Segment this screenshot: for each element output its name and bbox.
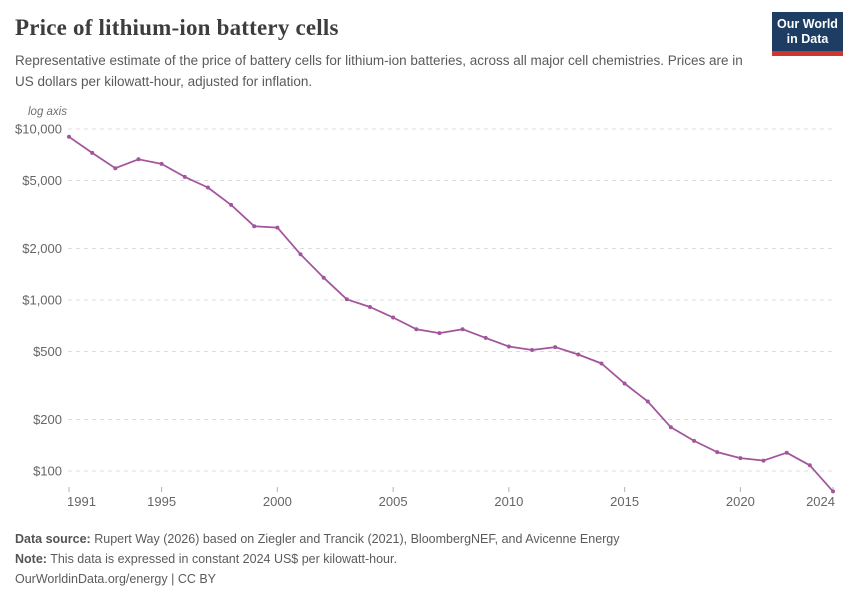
data-point xyxy=(715,450,720,455)
data-source-label: Data source: xyxy=(15,532,91,546)
note-line: Note: This data is expressed in constant… xyxy=(15,549,835,569)
data-point xyxy=(506,344,511,349)
x-tick-label: 2024 xyxy=(806,494,835,509)
data-point xyxy=(576,352,581,357)
data-point xyxy=(738,456,743,461)
data-point xyxy=(321,275,326,280)
chart-header: Price of lithium-ion battery cells Repre… xyxy=(0,0,850,92)
y-tick-label: $2,000 xyxy=(22,241,62,256)
x-tick-label: 1995 xyxy=(147,494,176,509)
data-point xyxy=(414,327,419,332)
data-point xyxy=(113,166,118,171)
data-point xyxy=(692,438,697,443)
data-point xyxy=(784,450,789,455)
data-point xyxy=(344,297,349,302)
data-point xyxy=(622,381,627,386)
y-tick-label: $200 xyxy=(33,412,62,427)
owid-logo-line2: in Data xyxy=(786,32,829,46)
data-source-line: Data source: Rupert Way (2026) based on … xyxy=(15,529,835,549)
chart-subtitle: Representative estimate of the price of … xyxy=(15,53,743,89)
data-point xyxy=(553,345,558,350)
price-line-chart: $100 $200 $500 $1,000 $2,000 $5,000 $10,000 log… xyxy=(15,106,835,509)
attribution-license: | CC BY xyxy=(167,572,217,586)
x-tick-label: 2005 xyxy=(379,494,408,509)
data-point xyxy=(831,489,835,494)
x-tick-label: 1991 xyxy=(67,494,96,509)
x-tick-label: 2000 xyxy=(263,494,292,509)
data-point xyxy=(599,361,604,366)
x-tick-label: 2010 xyxy=(494,494,523,509)
attribution-line: OurWorldinData.org/energy | CC BY xyxy=(15,569,835,589)
data-point xyxy=(483,335,488,340)
owid-logo[interactable]: Our World in Data xyxy=(772,12,843,56)
chart-footer: Data source: Rupert Way (2026) based on … xyxy=(15,529,835,589)
data-point xyxy=(136,157,141,162)
y-tick-label: $10,000 xyxy=(15,122,62,137)
note-label: Note: xyxy=(15,552,47,566)
attribution-link[interactable]: OurWorldinData.org/energy xyxy=(15,572,168,586)
data-point xyxy=(437,331,442,336)
data-point xyxy=(807,463,812,468)
x-tick-label: 2020 xyxy=(726,494,755,509)
data-point xyxy=(229,202,234,207)
y-tick-label: $5,000 xyxy=(22,173,62,188)
data-point xyxy=(298,252,303,257)
chart-title: Price of lithium-ion battery cells xyxy=(15,15,339,40)
y-tick-label: $500 xyxy=(33,344,62,359)
data-point xyxy=(460,327,465,332)
data-point xyxy=(67,134,71,139)
data-point xyxy=(252,224,257,229)
owid-logo-line1: Our World xyxy=(777,17,838,31)
data-point xyxy=(90,150,95,155)
log-axis-note: log axis xyxy=(28,106,67,118)
data-point xyxy=(368,305,372,309)
y-tick-label: $100 xyxy=(33,464,62,479)
data-point xyxy=(182,174,187,179)
x-tick-label: 2015 xyxy=(610,494,639,509)
data-point xyxy=(645,399,650,404)
data-point xyxy=(668,425,673,430)
data-point xyxy=(761,458,766,463)
data-point xyxy=(530,348,534,352)
data-point xyxy=(391,315,396,320)
data-source-text: Rupert Way (2026) based on Ziegler and T… xyxy=(94,532,620,546)
price-line xyxy=(68,135,834,493)
data-point xyxy=(205,185,210,190)
note-text: This data is expressed in constant 2024 … xyxy=(50,552,397,566)
y-tick-label: $1,000 xyxy=(22,293,62,308)
data-point xyxy=(159,161,164,166)
data-point xyxy=(275,225,280,230)
